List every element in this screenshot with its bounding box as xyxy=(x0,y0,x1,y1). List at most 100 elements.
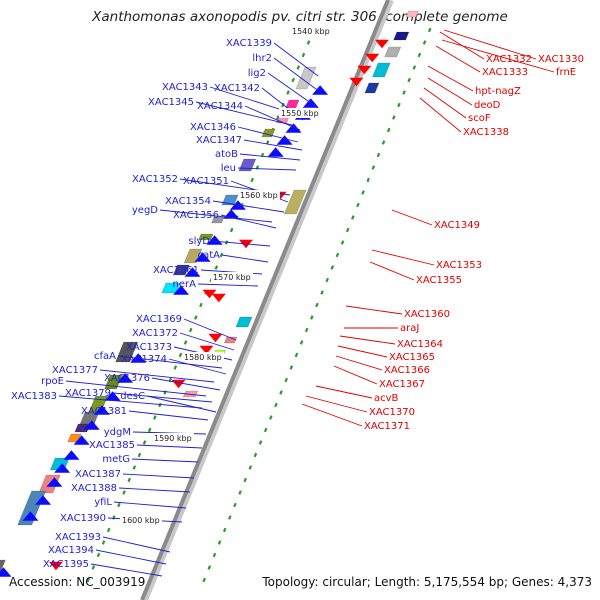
tick-right-2 xyxy=(417,52,422,58)
label-catA[interactable]: catA xyxy=(198,250,221,261)
label-XAC1365[interactable]: XAC1365 xyxy=(389,352,435,363)
tick-left-24 xyxy=(188,327,193,333)
label-XAC1364[interactable]: XAC1364 xyxy=(397,339,443,350)
forward-arrow-14 xyxy=(104,391,121,401)
label-XAC1374[interactable]: XAC1374 xyxy=(121,354,167,365)
label-XAC1332[interactable]: XAC1332 xyxy=(486,54,532,65)
label-XAC1347[interactable]: XAC1347 xyxy=(196,135,242,146)
label-XAC1377[interactable]: XAC1377 xyxy=(52,365,98,376)
reverse-arrow-0 xyxy=(374,39,389,49)
label-XAC1361[interactable]: XAC1361 xyxy=(153,265,199,276)
label-nerA[interactable]: nerA xyxy=(173,279,197,290)
label-XAC1351[interactable]: XAC1351 xyxy=(183,176,229,187)
forward-arrow-13 xyxy=(117,373,134,383)
label-XAC1372[interactable]: XAC1372 xyxy=(132,328,178,339)
label-atoB[interactable]: atoB xyxy=(215,149,238,160)
leader-forward-33 xyxy=(136,444,203,449)
label-XAC1381[interactable]: XAC1381 xyxy=(81,406,127,417)
forward-feature-6 xyxy=(211,216,225,224)
label-XAC1376[interactable]: XAC1376 xyxy=(104,373,150,384)
label-frnE[interactable]: frnE xyxy=(556,67,576,78)
tick-right-36 xyxy=(243,477,247,483)
label-XAC1352[interactable]: XAC1352 xyxy=(132,174,178,185)
tick-right-25 xyxy=(299,340,304,345)
tick-left-36 xyxy=(127,477,131,483)
label-XAC1390[interactable]: XAC1390 xyxy=(60,513,106,524)
label-XAC1356[interactable]: XAC1356 xyxy=(173,210,219,221)
label-XAC1367[interactable]: XAC1367 xyxy=(379,379,425,390)
tick-right-6 xyxy=(397,102,401,108)
label-XAC1330[interactable]: XAC1330 xyxy=(538,54,584,65)
label-XAC1395[interactable]: XAC1395 xyxy=(43,559,89,570)
label-XAC1393[interactable]: XAC1393 xyxy=(55,532,101,543)
leader-reverse-17 xyxy=(315,385,373,399)
leader-reverse-16 xyxy=(333,365,378,385)
label-rpoE[interactable]: rpoE xyxy=(41,376,64,387)
label-XAC1394[interactable]: XAC1394 xyxy=(48,545,94,556)
label-XAC1342[interactable]: XAC1342 xyxy=(214,83,260,94)
leader-forward-13 xyxy=(212,200,285,213)
leader-forward-30 xyxy=(58,395,203,409)
label-XAC1379[interactable]: XAC1379 xyxy=(65,388,111,399)
tick-left-12 xyxy=(250,177,254,183)
label-XAC1344[interactable]: XAC1344 xyxy=(197,101,243,112)
reverse-arrow-9 xyxy=(199,345,214,355)
tick-right-24 xyxy=(304,327,309,333)
tick-left-3 xyxy=(296,65,301,70)
tick-left-26 xyxy=(178,352,183,358)
leader-reverse-2 xyxy=(435,45,481,73)
label-XAC1343[interactable]: XAC1343 xyxy=(162,82,208,93)
tick-marks xyxy=(86,27,432,583)
label-yegD[interactable]: yegD xyxy=(132,205,158,216)
topology-label: Topology: circular; Length: 5,175,554 bp… xyxy=(262,575,592,589)
tick-left-16 xyxy=(229,227,234,233)
label-lhr2[interactable]: lhr2 xyxy=(252,53,272,64)
label-ydgM[interactable]: ydgM xyxy=(104,427,131,438)
label-XAC1339[interactable]: XAC1339 xyxy=(226,38,272,49)
label-XAC1333[interactable]: XAC1333 xyxy=(482,67,528,78)
label-scoF[interactable]: scoF xyxy=(468,113,491,124)
label-yfiL[interactable]: yfiL xyxy=(94,497,112,508)
label-XAC1383[interactable]: XAC1383 xyxy=(11,391,57,402)
tick-right-17 xyxy=(340,240,345,245)
label-XAC1360[interactable]: XAC1360 xyxy=(404,309,450,320)
label-slyD[interactable]: slyD xyxy=(188,236,210,247)
reverse-arrow-2 xyxy=(357,65,372,75)
label-XAC1373[interactable]: XAC1373 xyxy=(126,342,172,353)
tick-right-21 xyxy=(320,290,324,295)
label-araJ[interactable]: araJ xyxy=(400,323,419,334)
label-metG[interactable]: metG xyxy=(102,454,130,465)
label-deoD[interactable]: deoD xyxy=(474,100,501,111)
forward-arrow-20 xyxy=(46,477,63,487)
label-XAC1370[interactable]: XAC1370 xyxy=(369,407,415,418)
label-XAC1387[interactable]: XAC1387 xyxy=(75,469,121,480)
label-acvB[interactable]: acvB xyxy=(374,393,399,404)
forward-arrow-8 xyxy=(206,235,223,245)
label-lig2[interactable]: lig2 xyxy=(248,68,266,79)
label-leu[interactable]: leu xyxy=(221,163,236,174)
label-XAC1388[interactable]: XAC1388 xyxy=(71,483,117,494)
label-XAC1338[interactable]: XAC1338 xyxy=(463,127,509,138)
label-XAC1353[interactable]: XAC1353 xyxy=(436,260,482,271)
label-XAC1349[interactable]: XAC1349 xyxy=(434,220,480,231)
label-desC[interactable]: desC xyxy=(120,391,145,402)
tick-right-1 xyxy=(422,40,427,45)
reverse-arrow-3 xyxy=(349,77,364,87)
tick-right-35 xyxy=(248,465,253,470)
reverse-feature-7 xyxy=(223,336,238,344)
label-cfaA[interactable]: cfaA xyxy=(94,351,116,362)
label-XAC1371[interactable]: XAC1371 xyxy=(364,421,410,432)
leader-forward-6 xyxy=(244,105,301,131)
label-hpt-nagZ[interactable]: hpt-nagZ xyxy=(475,86,521,97)
reverse-feature-4 xyxy=(364,82,380,94)
label-XAC1345[interactable]: XAC1345 xyxy=(148,97,194,108)
forward-feature-15 xyxy=(74,423,91,433)
label-XAC1355[interactable]: XAC1355 xyxy=(416,275,462,286)
leader-forward-29 xyxy=(146,395,217,413)
label-XAC1369[interactable]: XAC1369 xyxy=(136,314,182,325)
label-XAC1346[interactable]: XAC1346 xyxy=(190,122,236,133)
label-XAC1385[interactable]: XAC1385 xyxy=(89,440,135,451)
tick-left-6 xyxy=(281,102,285,108)
label-XAC1354[interactable]: XAC1354 xyxy=(165,196,211,207)
label-XAC1366[interactable]: XAC1366 xyxy=(384,365,430,376)
